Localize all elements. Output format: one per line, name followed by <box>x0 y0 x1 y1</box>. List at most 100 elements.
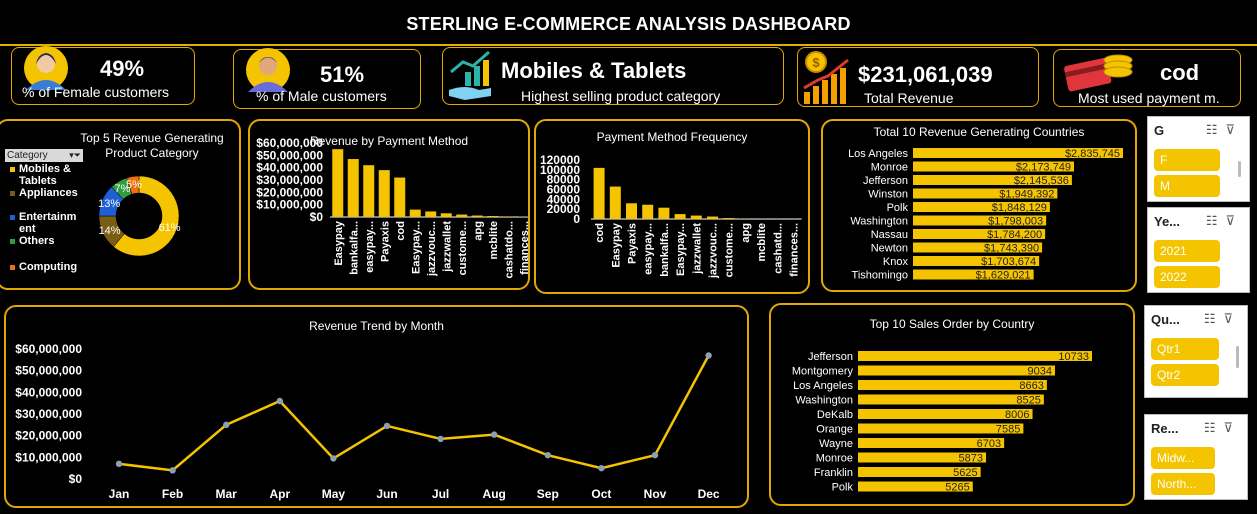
legend-entry: Appliances <box>19 187 78 199</box>
y-tick-label: $20,000,000 <box>15 429 82 443</box>
y-category-label: Knox <box>883 256 909 268</box>
donut-slice <box>113 175 180 257</box>
bar <box>858 438 1005 448</box>
y-tick-label: $40,000,000 <box>256 161 323 175</box>
dashboard-title-bar: STERLING E-COMMERCE ANALYSIS DASHBOARD <box>0 0 1257 46</box>
bar-data-label: 5625 <box>953 467 977 479</box>
bar <box>858 394 1044 405</box>
legend-entry: Entertainm ent <box>19 211 77 235</box>
bar <box>913 202 1050 212</box>
female-percent: 49% <box>100 56 145 81</box>
y-tick-label: $50,000,000 <box>15 364 82 378</box>
x-tick-label: cashatd... <box>772 223 784 274</box>
bar <box>913 215 1047 226</box>
multiselect-clear-filter-icon[interactable]: ☷⊽ <box>1203 420 1241 435</box>
x-tick-label: mcblite <box>488 221 500 260</box>
multiselect-clear-filter-icon[interactable]: ☷⊽ <box>1203 311 1241 326</box>
panel-top10-sales-orders: Top 10 Sales Order by Country Jefferson 1… <box>769 303 1135 506</box>
x-tick-label: Aug <box>483 487 506 501</box>
x-tick-label: cod <box>594 223 606 243</box>
slicer-scrollbar[interactable] <box>1238 161 1241 177</box>
kpi-total-revenue: $ $231,061,039 Total Revenue <box>797 47 1039 107</box>
y-tick-label: $60,000,000 <box>256 136 323 150</box>
bar <box>858 423 1024 434</box>
y-tick-label: $20,000,000 <box>256 185 323 199</box>
legend-entry: Others <box>19 235 54 247</box>
bar <box>626 203 637 219</box>
top5-title: Top 5 Revenue Generating Product Categor… <box>80 131 224 160</box>
slicer-region-item-midwest[interactable]: Midw... <box>1151 447 1215 469</box>
growth-chart-hand-icon <box>449 50 491 100</box>
y-category-label: Washington <box>795 395 853 407</box>
multiselect-clear-filter-icon[interactable]: ☷⊽ <box>1205 122 1243 137</box>
category-filter-button[interactable]: Category ▾⏷ <box>5 149 83 162</box>
slicer-year-item-2021[interactable]: 2021 <box>1154 240 1220 262</box>
x-tick-label: finances... <box>789 223 801 277</box>
slicer-quarter-item-qtr2[interactable]: Qtr2 <box>1151 364 1219 386</box>
legend-entry: Computing <box>19 261 77 273</box>
bar <box>456 214 468 217</box>
countries-bar-chart: Los Angeles $2,835,745 Monroe $2,173,749 Jef… <box>848 148 1123 282</box>
bar-data-label: $2,145,536 <box>1014 175 1069 187</box>
donut-data-label: 13% <box>98 198 120 210</box>
y-category-label: Tishomingo <box>852 270 908 282</box>
slicer-scrollbar[interactable] <box>1236 346 1239 368</box>
x-tick-label: Payaxis <box>379 221 391 262</box>
bar <box>723 218 735 219</box>
bar <box>609 186 621 219</box>
x-tick-label: Easypay... <box>675 223 687 276</box>
bar <box>913 175 1072 185</box>
payrev-bar-chart: $0$10,000,000$20,000,000$30,000,000$40,0… <box>256 136 528 278</box>
slicer-year: Ye... ☷⊽ 2021 2022 <box>1147 207 1250 293</box>
slicer-region-item-north[interactable]: North... <box>1151 473 1215 495</box>
bar <box>409 209 421 217</box>
y-category-label: Jefferson <box>808 351 853 363</box>
payfreq-title: Payment Method Frequency <box>596 130 748 144</box>
bar <box>487 216 499 217</box>
y-category-label: Wayne <box>819 438 853 450</box>
bar-data-label: 8663 <box>1019 380 1043 392</box>
kpi-payment-method: cod Most used payment m. <box>1053 49 1241 107</box>
y-category-label: Washington <box>850 216 908 228</box>
slicer-region-header: Re... <box>1151 421 1179 436</box>
legend-swatch <box>10 215 15 220</box>
trend-line <box>118 354 710 472</box>
slicer-gender-item-f[interactable]: F <box>1154 149 1220 171</box>
kpi-male: 51% % of Male customers <box>233 48 421 109</box>
x-tick-label: Apr <box>269 487 290 501</box>
kpi-top-category: Mobiles & Tablets Highest selling produc… <box>442 47 784 105</box>
bar <box>913 148 1123 158</box>
countries-title: Total 10 Revenue Generating Countries <box>873 125 1085 139</box>
y-category-label: Polk <box>832 482 854 494</box>
x-tick-label: Easypay <box>333 220 345 266</box>
slicer-region: Re... ☷⊽ Midw... North... <box>1144 414 1248 500</box>
legend-entry: Mobiles & Tablets <box>19 163 71 187</box>
dashboard-title: STERLING E-COMMERCE ANALYSIS DASHBOARD <box>406 14 851 34</box>
x-tick-label: apg <box>740 223 752 243</box>
x-tick-label: jazzwallet <box>691 223 703 275</box>
slicer-quarter-item-qtr1[interactable]: Qtr1 <box>1151 338 1219 360</box>
orders-bar-chart: Jefferson 10733 Montgomery 9034 Los Angeles 8… <box>792 351 1092 494</box>
bar <box>858 409 1033 419</box>
y-category-label: DeKalb <box>817 409 853 421</box>
y-category-label: Monroe <box>871 162 908 174</box>
x-tick-label: mcblite <box>756 223 768 262</box>
slicer-year-item-2022[interactable]: 2022 <box>1154 266 1220 288</box>
multiselect-clear-filter-icon[interactable]: ☷⊽ <box>1205 213 1243 228</box>
trend-point <box>705 352 712 359</box>
y-tick-label: $40,000,000 <box>15 385 82 399</box>
y-tick-label: $30,000,000 <box>15 407 82 421</box>
trend-point <box>651 451 659 459</box>
bar <box>425 211 437 217</box>
revenue-bars-coin-icon: $ <box>803 51 849 104</box>
bar <box>378 170 390 217</box>
slicer-quarter-header: Qu... <box>1151 312 1180 327</box>
bar-data-label: $2,173,749 <box>1016 162 1071 174</box>
x-tick-label: Feb <box>162 487 183 501</box>
payment-method-value: cod <box>1160 60 1200 85</box>
slicer-gender-item-m[interactable]: M <box>1154 175 1220 197</box>
slicer-gender-header: G <box>1154 123 1165 138</box>
x-tick-label: May <box>322 487 346 501</box>
x-tick-label: Mar <box>216 487 238 501</box>
